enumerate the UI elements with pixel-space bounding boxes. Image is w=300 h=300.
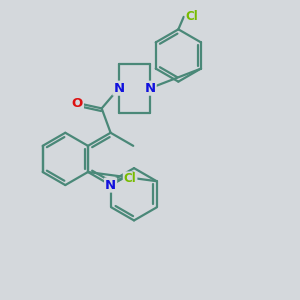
Text: N: N	[145, 82, 156, 95]
Text: Cl: Cl	[186, 10, 198, 23]
Text: N: N	[113, 82, 124, 95]
Text: N: N	[105, 178, 116, 192]
Text: O: O	[72, 97, 83, 110]
Text: Cl: Cl	[124, 172, 136, 185]
